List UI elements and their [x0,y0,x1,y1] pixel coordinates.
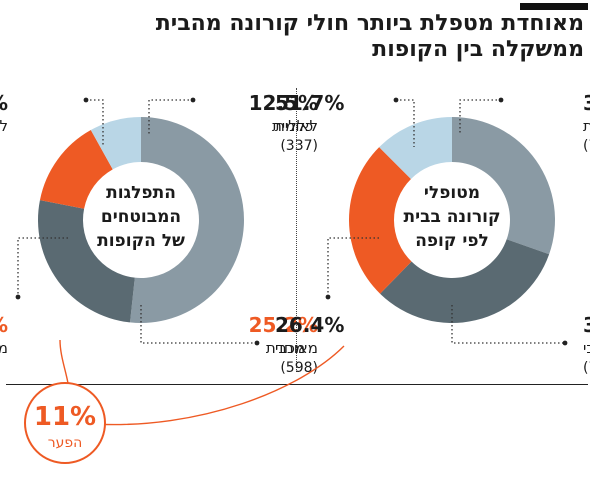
donut-slice-leumit [90,117,141,170]
slice-name-label: מאוחדת [266,339,318,357]
slice-name-label: מכבי [583,339,590,357]
donut-slice-clalit [130,117,244,323]
leader-line-leumit [86,99,104,147]
slice-name-label: מאוחדת [0,339,8,357]
gap-label: הפער [48,435,83,451]
gap-value: 11% [34,402,96,432]
title-line-2: ממשקלה בין הקופות [372,37,584,62]
bottom-rule [6,384,588,385]
slice-value-label: 25.2% [249,313,318,337]
center-label-line: לפי קופה [415,231,489,251]
center-label-line: של הקופות [97,231,185,251]
slice-count-label: (759) [583,360,590,376]
donut-slice-meuhedet [39,130,113,209]
leader-dot [83,97,89,103]
gap-circle [24,382,106,464]
slice-value-label: 8.1% [0,91,8,115]
leader-line-meuhedet [327,237,379,297]
slice-count-label: (722) [583,138,590,154]
slice-value-label: 31.9% [583,313,590,337]
center-label-line: המבוטחים [101,207,181,227]
donut-slice-maccabi [37,200,135,323]
title-line-1: מאוחדת מטפלת ביותר חולי קורונה מהבית [155,11,584,36]
leader-dot [562,340,568,346]
donut-slice-maccabi [380,239,550,324]
leader-dot [393,97,399,103]
top-rule [520,3,588,10]
slice-name-label: לאומית [272,117,318,135]
slice-value-label: 30.4% [583,91,590,115]
slice-value-label: 26.4% [275,313,344,337]
donut-slice-clalit [452,117,556,255]
chart-title: מאוחדת מטפלת ביותר חולי קורונה מהבית ממש… [4,11,584,63]
leader-dot [190,97,196,103]
leader-dot [254,340,260,346]
leader-line-meuhedet [17,237,68,297]
slice-name-label: כללית [583,117,590,135]
leader-dot [325,294,331,300]
leader-line-leumit [396,99,415,147]
donut-slice-meuhedet [348,147,412,294]
center-label-line: התפלגות [106,183,176,203]
leader-dot [15,294,21,300]
slice-value-label: 12.5% [249,91,318,115]
leader-line-maccabi [451,305,565,344]
leader-line-clalit [148,99,193,135]
slice-name-label: מכבי [275,339,305,357]
chart-divider [296,88,297,372]
slice-count-label: (598) [280,360,318,376]
slice-count-label: (337) [280,138,318,154]
gap-connector-right [91,345,345,426]
slice-value-label: 51.7% [275,91,344,115]
center-label-line: מטופלי [424,183,480,203]
slice-name-label: כללית [275,117,313,135]
leader-dot [498,97,504,103]
center-label-line: קורונה בבית [403,207,500,227]
donut-slice-leumit [379,117,452,179]
slice-name-label: לאומית [0,117,8,135]
leader-line-clalit [459,99,501,135]
leader-line-maccabi [140,305,257,344]
slice-value-label: 13.8% [0,313,8,337]
